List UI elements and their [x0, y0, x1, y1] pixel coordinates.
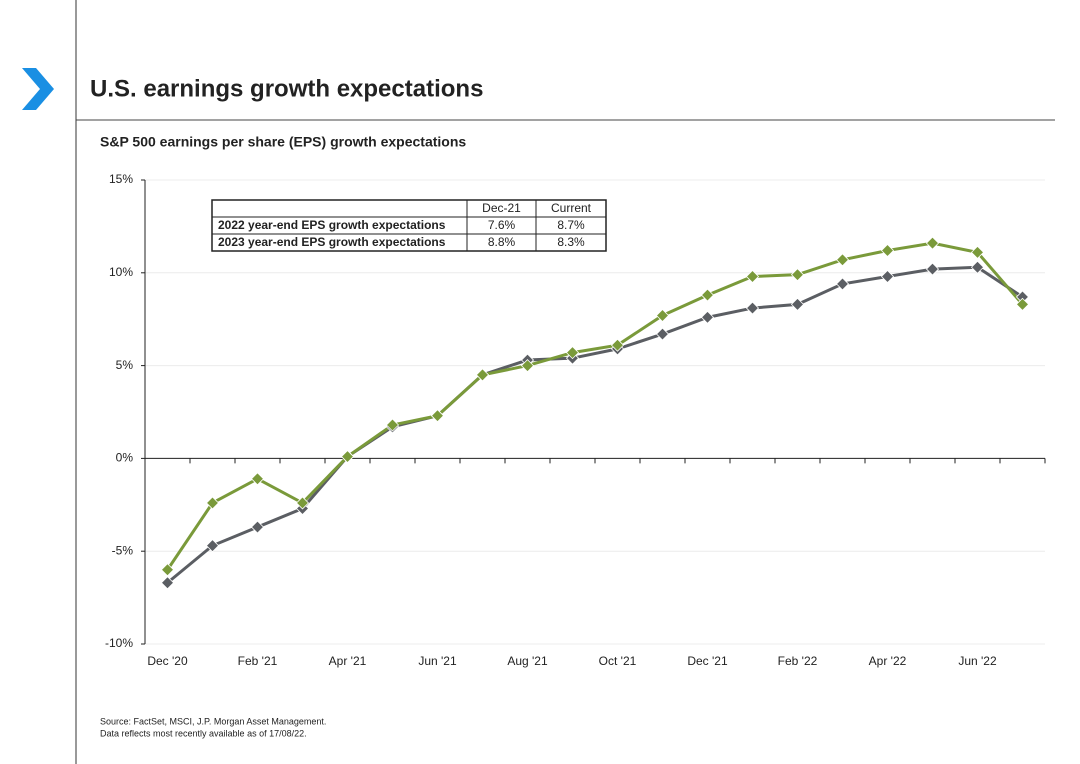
table-cell: 8.3% [557, 235, 585, 249]
y-tick-label: -10% [105, 636, 133, 650]
marker [385, 418, 400, 432]
marker [745, 269, 760, 284]
table-cell: 8.7% [557, 218, 585, 232]
x-tick-label: Aug '21 [507, 654, 548, 668]
marker [205, 539, 220, 553]
x-tick-label: Feb '22 [778, 654, 818, 668]
y-tick-label: 5% [116, 358, 134, 372]
x-tick-label: Apr '21 [329, 654, 367, 668]
marker [295, 496, 310, 510]
marker [790, 297, 805, 311]
chart-subtitle: S&P 500 earnings per share (EPS) growth … [100, 134, 466, 150]
y-tick-label: -5% [112, 543, 134, 557]
marker [160, 576, 175, 590]
marker [250, 520, 265, 534]
marker [925, 236, 940, 250]
marker [880, 269, 895, 284]
x-tick-label: Jun '21 [418, 654, 457, 668]
chart-title: U.S. earnings growth expectations [90, 75, 483, 102]
source-note: Source: FactSet, MSCI, J.P. Morgan Asset… [100, 716, 326, 726]
marker [565, 346, 580, 360]
table-frame [211, 199, 607, 252]
x-tick-label: Jun '22 [958, 654, 997, 668]
table-header: Current [551, 201, 592, 215]
marker [655, 327, 670, 341]
marker [970, 245, 985, 259]
marker [520, 359, 535, 373]
marker [925, 262, 940, 276]
marker [835, 277, 850, 291]
chevron-icon [22, 68, 54, 110]
marker [205, 496, 220, 510]
table-cell: 8.8% [488, 235, 516, 249]
legend-label: 2022 year-end EPS growth expectations [218, 218, 446, 232]
marker [1015, 297, 1030, 311]
marker [700, 310, 715, 324]
marker [880, 243, 895, 258]
marker [835, 253, 850, 267]
marker [160, 563, 175, 577]
marker [745, 301, 760, 315]
table-header: Dec-21 [482, 201, 521, 215]
table-cell: 7.6% [488, 218, 516, 232]
x-tick-label: Apr '22 [869, 654, 907, 668]
x-tick-label: Feb '21 [238, 654, 278, 668]
marker [700, 288, 715, 302]
y-tick-label: 10% [109, 265, 133, 279]
source-note: Data reflects most recently available as… [100, 728, 307, 738]
marker [430, 409, 445, 423]
marker [610, 338, 625, 352]
marker [250, 472, 265, 486]
series-line [166, 265, 1024, 584]
marker [475, 368, 490, 382]
marker [340, 449, 355, 464]
series-line [166, 241, 1024, 571]
y-tick-label: 0% [116, 451, 134, 465]
legend-label: 2023 year-end EPS growth expectations [218, 235, 446, 249]
y-tick-label: 15% [109, 172, 133, 186]
x-tick-label: Dec '20 [147, 654, 188, 668]
marker [970, 260, 985, 274]
x-tick-label: Dec '21 [687, 654, 728, 668]
x-tick-label: Oct '21 [599, 654, 637, 668]
marker [790, 268, 805, 282]
marker [655, 308, 670, 323]
